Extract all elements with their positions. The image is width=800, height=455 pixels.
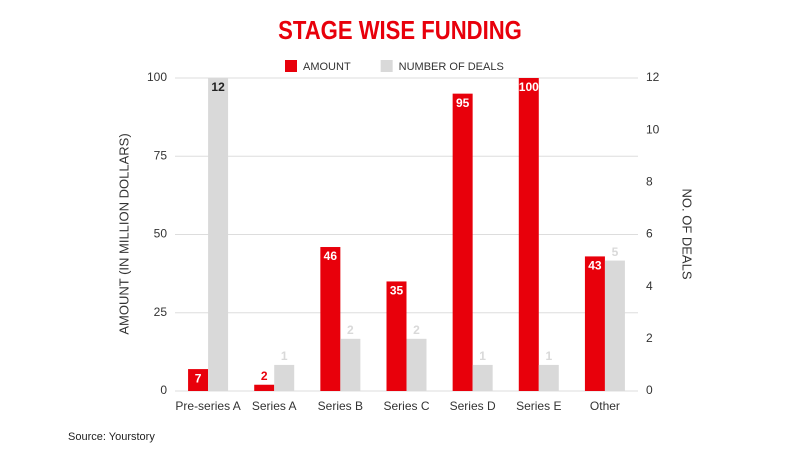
bar — [472, 364, 493, 391]
x-tick-label: Pre-series A — [175, 399, 240, 413]
legend-label: AMOUNT — [303, 61, 351, 73]
y2-tick-label: 6 — [646, 227, 653, 241]
legend-swatch — [285, 60, 297, 72]
data-label: 35 — [390, 284, 404, 298]
bar — [604, 260, 625, 391]
x-tick-label: Series D — [450, 399, 496, 413]
y2-tick-label: 0 — [646, 383, 653, 397]
y-tick-label: 75 — [154, 148, 168, 162]
data-label: 95 — [456, 96, 470, 110]
y2-tick-label: 8 — [646, 175, 653, 189]
bar — [274, 364, 295, 391]
source-note: Source: Yourstory — [68, 431, 155, 443]
data-label: 100 — [519, 80, 539, 94]
bar — [340, 338, 361, 391]
data-label: 1 — [479, 349, 486, 363]
data-label: 1 — [281, 349, 288, 363]
bar — [584, 256, 605, 391]
y2-tick-label: 2 — [646, 331, 653, 345]
data-label: 43 — [588, 259, 602, 273]
x-tick-label: Other — [590, 399, 620, 413]
bar — [254, 384, 275, 391]
x-tick-label: Series E — [516, 399, 561, 413]
y-tick-label: 25 — [154, 305, 168, 319]
data-label: 7 — [195, 371, 202, 385]
bar — [320, 247, 341, 391]
data-label: 1 — [545, 349, 552, 363]
bar — [452, 93, 473, 392]
legend-label: NUMBER OF DEALS — [399, 61, 504, 73]
data-label: 5 — [612, 245, 619, 259]
data-label: 12 — [211, 80, 225, 94]
y-axis-label: AMOUNT (IN MILLION DOLLARS) — [116, 133, 131, 334]
data-label: 2 — [261, 369, 268, 383]
x-tick-label: Series B — [318, 399, 363, 413]
y2-tick-label: 10 — [646, 122, 660, 136]
x-tick-label: Series A — [252, 399, 297, 413]
x-tick-label: Series C — [383, 399, 429, 413]
bar — [188, 369, 209, 391]
y2-axis-label: NO. OF DEALS — [680, 188, 695, 279]
bar — [518, 78, 539, 391]
y2-tick-label: 4 — [646, 279, 653, 293]
bar — [406, 338, 427, 391]
data-label: 2 — [347, 323, 354, 337]
y-tick-label: 0 — [160, 383, 167, 397]
y-tick-label: 100 — [147, 70, 167, 84]
y2-tick-label: 12 — [646, 70, 660, 84]
bar — [538, 364, 559, 391]
bar — [208, 78, 229, 391]
legend-swatch — [380, 60, 393, 72]
chart-title: STAGE WISE FUNDING — [278, 16, 522, 45]
data-label: 46 — [324, 249, 338, 263]
data-label: 2 — [413, 323, 420, 337]
y-tick-label: 50 — [154, 227, 168, 241]
bar — [386, 281, 407, 391]
